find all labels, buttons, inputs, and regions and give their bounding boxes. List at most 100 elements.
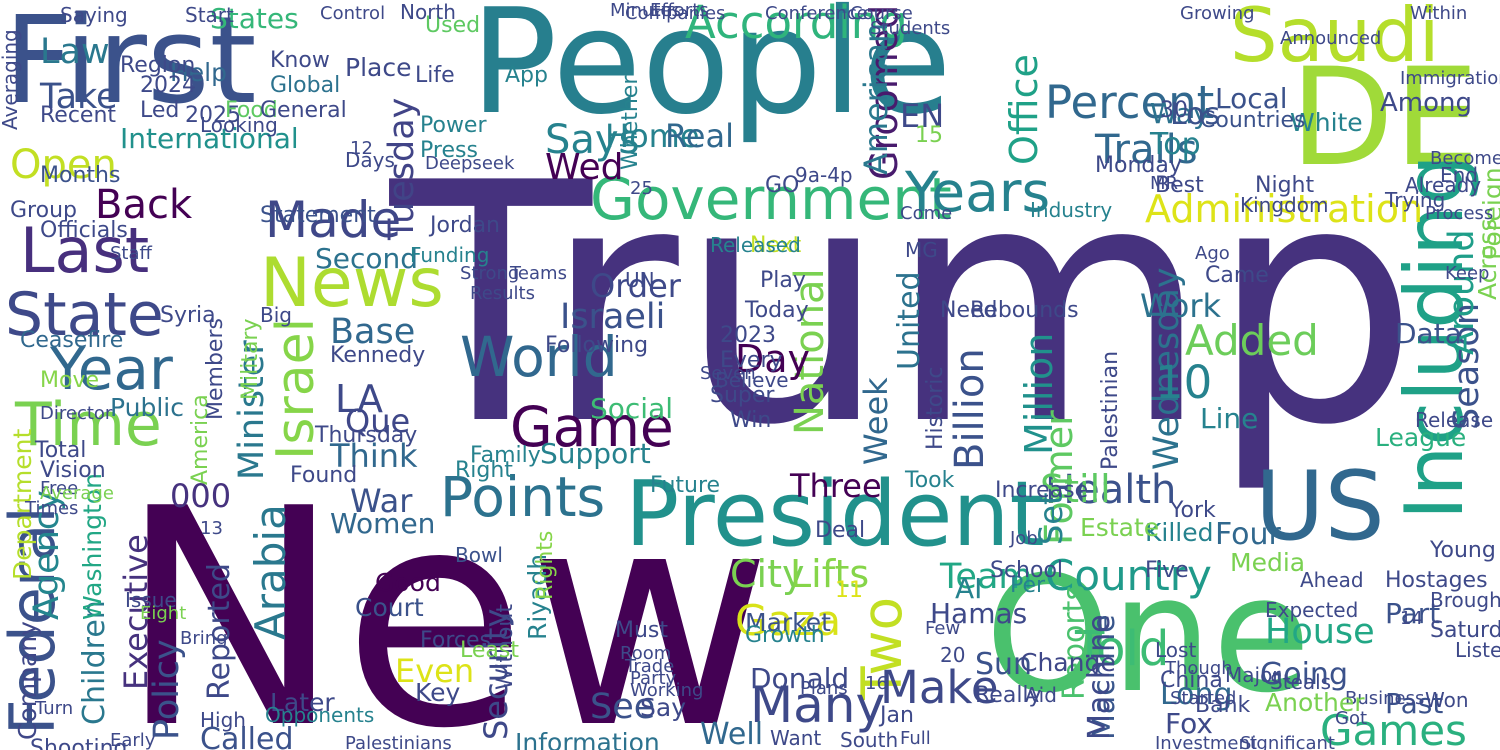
word-few: Few	[925, 618, 961, 639]
word-times: Times	[25, 498, 79, 519]
word-got: Got	[1335, 708, 1368, 729]
word-health: Health	[1045, 467, 1177, 513]
word-companies: Companies	[625, 3, 726, 24]
word-united: United	[892, 271, 927, 370]
word-palestinians: Palestinians	[345, 733, 452, 750]
word-party: Party	[630, 668, 677, 689]
word-control: Control	[320, 3, 386, 24]
word-significant: Significant	[1240, 733, 1335, 750]
word-average: Average	[40, 483, 114, 504]
word-know: Know	[270, 48, 330, 73]
word-funding: Funding	[410, 243, 490, 267]
word-trade: Trade	[625, 656, 675, 677]
word-9a-4p: 9a-4p	[795, 163, 853, 187]
word-right: Right	[455, 458, 513, 483]
word-start: Start	[185, 3, 234, 27]
word-local: Local	[1215, 82, 1288, 115]
word-york: York	[1170, 498, 1216, 523]
word-la: LA	[335, 377, 384, 421]
word-monday: Monday	[1095, 153, 1182, 178]
word-opponents: Opponents	[265, 703, 375, 727]
word-law: Law	[40, 32, 110, 72]
word-vision: Vision	[40, 458, 106, 483]
word-america: America	[188, 394, 213, 485]
word-13: 13	[200, 518, 223, 539]
word-recent: Recent	[40, 103, 117, 128]
word-industry: Industry	[1030, 198, 1113, 222]
word-ceasefire: Ceasefire	[20, 328, 124, 353]
word-one: One	[985, 541, 1311, 728]
word-total: Total	[35, 438, 87, 463]
word-second: Second	[315, 242, 419, 275]
word-results: Results	[470, 283, 535, 304]
word-full: Full	[900, 728, 931, 749]
word-future: Future	[650, 473, 721, 498]
word-machine-2: Machine	[1082, 614, 1117, 740]
word-staff: Staff	[110, 243, 152, 264]
word-take: Take	[40, 77, 118, 117]
word-students: Students	[870, 18, 951, 39]
word-mr: MR	[1150, 173, 1179, 194]
word-game: Game	[510, 395, 674, 459]
word-work: Work	[1140, 287, 1222, 325]
word-bowl: Bowl	[455, 543, 503, 567]
word-press: Press	[420, 138, 478, 163]
word-jan: Jan	[880, 703, 914, 728]
word-international: International	[120, 122, 299, 155]
word-growth: Growth	[745, 623, 825, 648]
word-another: Another	[1265, 688, 1365, 717]
word-10: 10	[1155, 356, 1213, 409]
word-2023: 2023	[720, 323, 776, 348]
word-turn: Turn	[35, 698, 74, 719]
word-china: China	[1160, 668, 1223, 693]
word-led: Led	[140, 98, 180, 123]
word-women: Women	[330, 507, 436, 540]
word-league: League	[1375, 423, 1467, 452]
word-fox: Fox	[1165, 707, 1213, 740]
word-must: Must	[615, 618, 669, 643]
word-home: Home	[605, 117, 700, 155]
word-general: General	[260, 98, 347, 123]
word-big: Big	[260, 303, 292, 327]
word-palestinian: Palestinian	[1098, 350, 1123, 470]
word-listed: Listed	[1455, 638, 1500, 662]
word-year: Year	[50, 335, 173, 403]
word-killed: Killed	[1145, 518, 1214, 547]
word-new: New	[118, 445, 773, 750]
word-war: War	[350, 482, 413, 520]
word-social: Social	[590, 392, 674, 425]
word-according: According	[685, 0, 908, 49]
word-company: Company	[13, 621, 42, 740]
word-early: Early	[110, 730, 156, 750]
word-app: App	[505, 63, 548, 88]
word-added: Added	[1185, 316, 1319, 365]
word-ahead: Ahead	[1300, 568, 1364, 592]
word-key: Key	[415, 678, 461, 707]
word-open: Open	[10, 142, 117, 188]
word-state: State	[5, 280, 164, 350]
word-wed: Wed	[545, 147, 624, 188]
word-growing: Growing	[1180, 3, 1255, 24]
word-took: Took	[905, 468, 955, 493]
word-major: Major	[1225, 663, 1281, 687]
word-told: Told	[1075, 621, 1170, 677]
word-states: States	[210, 2, 299, 35]
word-well: Well	[700, 717, 764, 750]
word-expected: Expected	[1265, 598, 1359, 622]
word-14: 14	[1400, 608, 1423, 629]
word-order: Order	[590, 267, 681, 305]
word-administration: Administration	[1145, 187, 1424, 231]
word-strong: Strong	[460, 263, 520, 284]
word-director: Director	[40, 403, 113, 424]
word-team: Team	[940, 557, 1033, 597]
word-keep: Keep	[1445, 263, 1490, 284]
word-power: Power	[420, 113, 487, 138]
word-high: High	[200, 708, 246, 732]
word-countries: Countries	[1200, 108, 1306, 133]
word-hamas: Hamas	[930, 597, 1028, 630]
word-rights: Rights	[533, 530, 558, 600]
word-30: 30	[1160, 98, 1188, 123]
word-real: Real	[665, 117, 734, 155]
word-conference: Conference	[765, 3, 868, 24]
word-last: Last	[20, 214, 150, 287]
